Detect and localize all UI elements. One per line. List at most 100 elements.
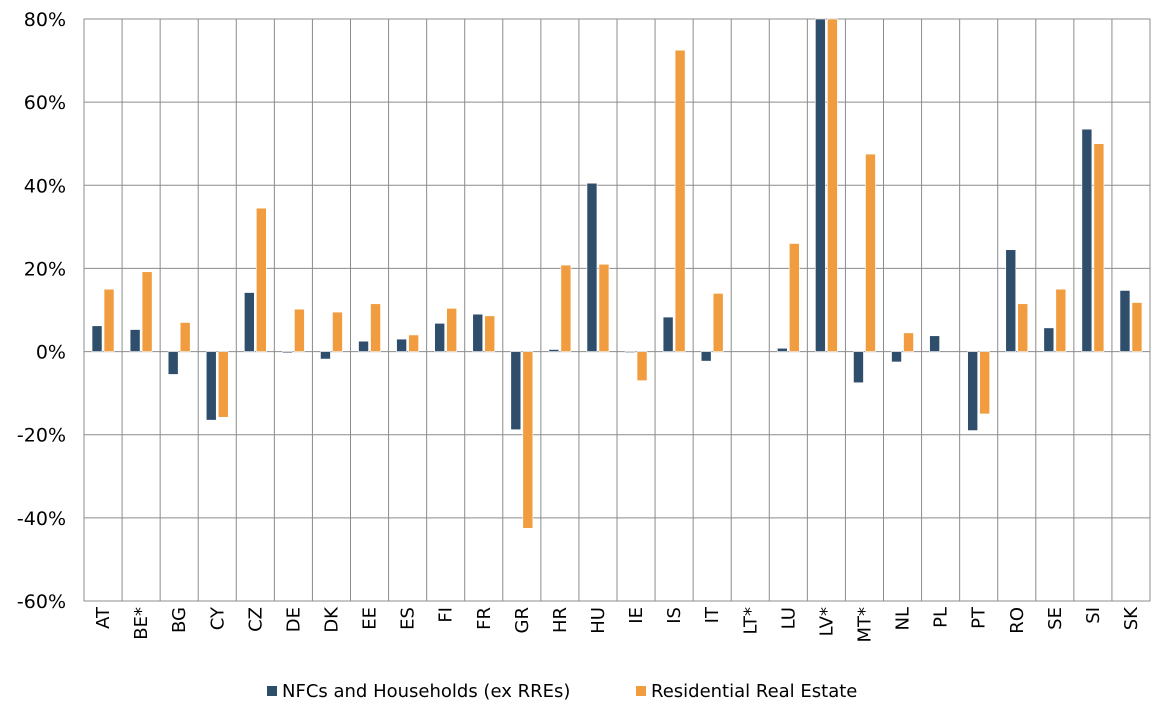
bar-nfc-DK [320, 351, 331, 360]
bar-nfc-FI [434, 323, 445, 352]
x-category-label: HR [550, 607, 571, 633]
bar-nfc-MT* [853, 351, 864, 384]
grid [83, 18, 1151, 602]
bar-rre-BE* [141, 271, 153, 352]
bar-rre-PT [979, 351, 990, 415]
bar-rre-HR [560, 264, 572, 352]
x-category-label: BG [169, 607, 190, 633]
bar-rre-MT* [865, 153, 876, 352]
bar-nfc-SI [1081, 128, 1093, 352]
bar-nfc-SE [1043, 327, 1055, 352]
x-category-label: FR [474, 607, 495, 630]
bar-rre-SI [1093, 143, 1105, 352]
x-category-label: IS [664, 607, 685, 624]
bar-rre-HU [598, 263, 610, 352]
bar-rre-BG [179, 322, 191, 352]
bar-nfc-HR [548, 349, 560, 352]
x-category-label: AT [93, 606, 114, 629]
bar-rre-DK [332, 311, 343, 352]
x-category-label: ES [398, 607, 419, 630]
x-category-label: LV* [816, 607, 837, 636]
x-category-label: SE [1045, 607, 1066, 630]
x-category-label: EE [360, 607, 381, 630]
bar-rre-GR [522, 351, 534, 529]
bar-nfc-LU [777, 347, 788, 352]
bar-nfc-BG [167, 351, 179, 375]
bar-rre-FR [484, 315, 496, 352]
x-category-label: SK [1121, 606, 1142, 630]
bar-rre-NL [903, 332, 914, 352]
bar-rre-IS [674, 49, 686, 352]
bar-nfc-NL [891, 351, 902, 363]
x-category-label: GR [512, 607, 533, 633]
y-tick-label: 80% [24, 9, 66, 31]
x-category-label: CY [207, 606, 228, 630]
bar-nfc-GR [510, 351, 522, 431]
x-category-label: LT* [740, 607, 761, 635]
x-category-label: BE* [131, 607, 152, 640]
bar-nfc-ES [396, 338, 407, 352]
bar-nfc-RO [1005, 249, 1017, 352]
y-tick-label: 0% [36, 342, 66, 364]
bar-rre-CZ [256, 207, 267, 352]
x-category-label: IT [702, 606, 723, 623]
y-axis-ticks: 80% 60% 40% 20% 0% -20% -40% -60% [17, 9, 66, 613]
bar-rre-SE [1055, 288, 1067, 352]
bar-nfc-IT [700, 351, 712, 362]
bar-nfc-DE [282, 351, 293, 354]
bar-rre-IE [636, 351, 648, 381]
bar-nfc-PL [929, 335, 940, 352]
bar-rre-RO [1017, 303, 1029, 352]
bar-nfc-SK [1119, 290, 1131, 352]
x-category-label: DK [321, 606, 342, 633]
y-tick-label: -60% [17, 591, 66, 613]
y-tick-label: 20% [24, 258, 66, 280]
x-category-label: PL [931, 607, 952, 628]
bar-nfc-EE [358, 340, 369, 352]
bar-rre-DE [294, 308, 305, 352]
bar-nfc-CZ [244, 292, 255, 352]
bar-nfc-BE* [129, 329, 141, 352]
legend-swatch [636, 686, 646, 696]
bar-nfc-LV* [815, 18, 826, 352]
x-category-label: CZ [245, 607, 266, 632]
y-tick-label: -40% [17, 508, 66, 530]
y-tick-label: 60% [24, 92, 66, 114]
bar-rre-LV* [827, 18, 838, 352]
bar-rre-AT [103, 288, 115, 352]
x-category-label: FI [436, 607, 457, 623]
bar-nfc-IS [662, 316, 674, 352]
bar-nfc-FR [472, 313, 484, 352]
x-category-label: NL [893, 607, 914, 631]
x-category-label: LU [778, 607, 799, 629]
bar-nfc-AT [91, 325, 103, 352]
bar-rre-CY [217, 351, 229, 418]
bars [91, 18, 1143, 529]
bar-nfc-CY [205, 351, 217, 421]
x-category-label: HU [588, 607, 609, 634]
bar-rre-LU [789, 243, 800, 352]
legend-label: NFCs and Households (ex RREs) [282, 681, 570, 702]
x-axis-categories: AT BE* BG CY CZ DE DK EE ES FI FR GR HR HU IE IS IT LT* LU… [93, 606, 1142, 643]
y-tick-label: 40% [24, 175, 66, 197]
bar-nfc-IE [624, 351, 636, 353]
x-category-label: IE [626, 607, 647, 624]
x-category-label: DE [283, 607, 304, 632]
bar-nfc-PT [967, 351, 978, 431]
legend-swatch [267, 686, 277, 696]
legend-label: Residential Real Estate [651, 681, 857, 702]
legend: NFCs and Households (ex RREs) Residential… [267, 681, 857, 702]
bar-rre-IT [712, 293, 724, 352]
x-category-label: RO [1007, 607, 1028, 634]
x-category-label: MT* [854, 607, 875, 643]
bar-rre-SK [1131, 302, 1143, 352]
y-tick-label: -20% [17, 425, 66, 447]
x-category-label: PT [969, 606, 990, 629]
bar-nfc-HU [586, 182, 598, 352]
x-category-label: SI [1083, 607, 1104, 624]
bar-rre-EE [370, 303, 381, 352]
bar-rre-FI [446, 308, 457, 352]
bar-rre-ES [408, 334, 419, 352]
